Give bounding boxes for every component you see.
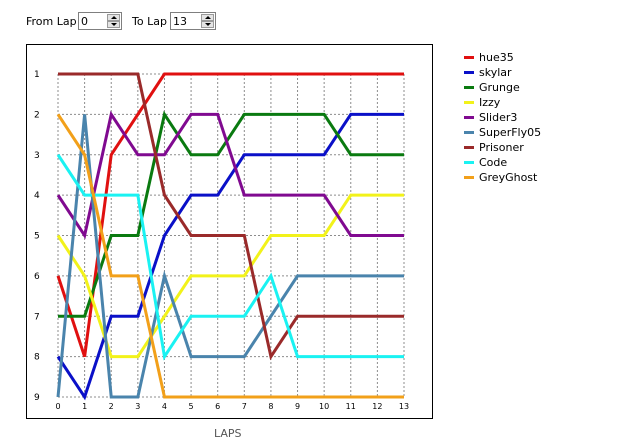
series-line-prisoner: [58, 72, 404, 361]
to-lap-down-button[interactable]: [201, 21, 214, 28]
legend-label: hue35: [479, 51, 514, 64]
legend-swatch: [464, 71, 474, 74]
legend-swatch: [464, 116, 474, 119]
series-line-skylar: [56, 112, 404, 401]
x-tick-label: 13: [399, 402, 409, 411]
x-tick-label: 0: [55, 402, 60, 411]
legend-swatch: [464, 56, 474, 59]
x-tick-label: 11: [346, 402, 356, 411]
x-tick-label: 4: [162, 402, 167, 411]
series-lines: [56, 72, 404, 401]
series-line-izzy: [56, 193, 404, 359]
legend-label: Slider3: [479, 111, 518, 124]
from-lap-input[interactable]: [81, 14, 107, 28]
x-tick-label: 2: [109, 402, 114, 411]
series-line-superfly05: [56, 114, 404, 399]
from-lap-up-button[interactable]: [107, 14, 120, 21]
legend-swatch: [464, 101, 474, 104]
y-tick-label: 4: [34, 191, 40, 201]
series-line-greyghost: [56, 113, 404, 399]
x-tick-label: 9: [295, 402, 300, 411]
y-tick-label: 2: [34, 110, 40, 120]
from-lap-down-button[interactable]: [107, 21, 120, 28]
to-lap-input[interactable]: [173, 14, 199, 28]
arrow-up-icon: [205, 16, 211, 19]
x-tick-label: 7: [242, 402, 247, 411]
y-tick-label: 7: [34, 312, 40, 322]
y-tick-label: 9: [34, 393, 40, 403]
x-tick-label: 8: [268, 402, 273, 411]
legend-label: SuperFly05: [479, 126, 542, 139]
legend-swatch: [464, 146, 474, 149]
legend-swatch: [464, 86, 474, 89]
legend-swatch: [464, 161, 474, 164]
arrow-down-icon: [111, 23, 117, 26]
x-tick-label: 1: [82, 402, 87, 411]
y-tick-labels: 1 2 3 4 5 6 7 8 9: [34, 70, 40, 403]
legend-label: Prisoner: [479, 141, 524, 154]
x-axis-label: LAPS: [214, 427, 242, 440]
y-tick-label: 1: [34, 70, 40, 80]
legend-label: Code: [479, 156, 508, 169]
plot-frame: [26, 44, 433, 419]
y-tick-label: 8: [34, 353, 40, 363]
x-tick-label: 10: [319, 402, 329, 411]
x-tick-labels: 0 1 2 3 4 5 6 7 8 9 10 11 12 13: [55, 402, 409, 411]
x-tick-label: 6: [215, 402, 220, 411]
legend-label: skylar: [479, 66, 512, 79]
legend-label: Izzy: [479, 96, 501, 109]
y-tick-label: 5: [34, 232, 40, 242]
from-lap-label: From Lap: [26, 15, 77, 28]
x-tick-label: 5: [189, 402, 194, 411]
legend-swatch: [464, 131, 474, 134]
legend-label: GreyGhost: [479, 171, 538, 184]
series-line-grunge: [58, 110, 404, 318]
to-lap-label: To Lap: [132, 15, 167, 28]
from-lap-spinner[interactable]: [78, 12, 122, 30]
legend-label: Grunge: [479, 81, 520, 94]
to-lap-up-button[interactable]: [201, 14, 214, 21]
series-line-hue35: [56, 72, 404, 358]
to-lap-spinner[interactable]: [170, 12, 216, 30]
series-line-slider3: [56, 110, 404, 240]
y-tick-label: 3: [34, 151, 40, 161]
arrow-down-icon: [205, 23, 211, 26]
x-tick-label: 12: [372, 402, 382, 411]
arrow-up-icon: [111, 16, 117, 19]
y-tick-label: 6: [34, 272, 40, 282]
x-tick-label: 3: [135, 402, 140, 411]
legend-swatch: [464, 176, 474, 179]
series-line-code: [56, 153, 404, 361]
